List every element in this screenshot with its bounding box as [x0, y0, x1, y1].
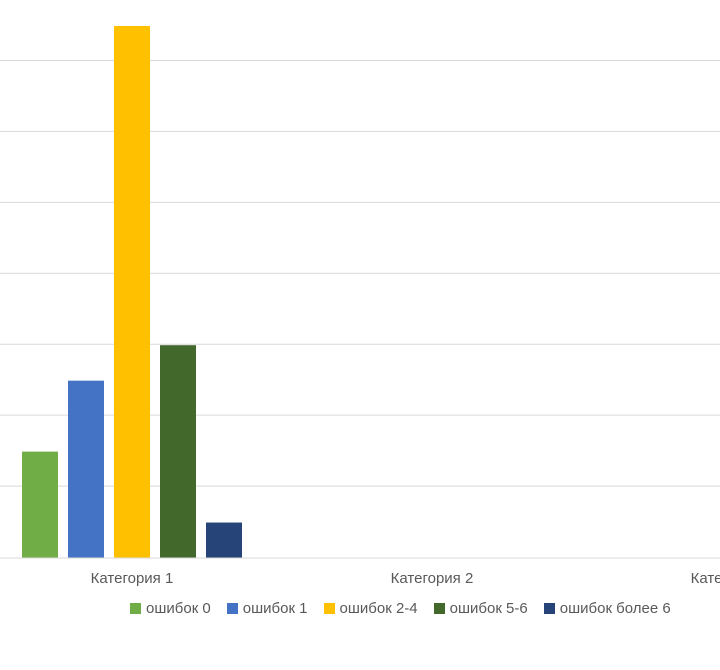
legend-label: ошибок 0 [146, 600, 211, 617]
bar-ошибок-5-6-1 [160, 345, 196, 558]
bars [22, 26, 242, 558]
legend-items: ошибок 0 ошибок 1 ошибок 2-4 ошибок 5-6 ошиб… [130, 600, 687, 617]
legend-swatch [130, 603, 141, 614]
legend-item: ошибок 1 [226, 600, 308, 617]
legend-item: ошибок 2-4 [323, 600, 418, 617]
legend-label: ошибок 2-4 [339, 600, 418, 617]
bar-ошибок-1-1 [68, 380, 104, 558]
legend-label: ошибок 1 [242, 600, 308, 617]
legend-label: ошибок более 6 [559, 600, 671, 617]
legend-item: ошибок 0 [130, 600, 211, 617]
legend-swatch [226, 603, 238, 614]
x-tick-labels: Категория 1 Категория 2 Категория 3 [91, 570, 720, 587]
x-tick-label: Категория 2 [391, 570, 474, 587]
legend-swatch [543, 603, 555, 614]
gridlines [0, 59, 720, 487]
legend-swatch [323, 603, 335, 614]
legend: ошибок 0 ошибок 1 ошибок 2-4 ошибок 5-6 ошиб… [0, 600, 720, 624]
x-tick-label: Категория 1 [91, 570, 174, 587]
x-tick-label: Категория 3 [691, 570, 720, 587]
bar-ошибок-0-1 [22, 451, 58, 558]
legend-swatch [433, 603, 445, 614]
bar-ошибок-2-4-1 [114, 26, 150, 558]
legend-label: ошибок 5-6 [449, 600, 528, 617]
legend-item: ошибок 5-6 [433, 600, 528, 617]
bar-ошибок-более-6-1 [206, 522, 242, 558]
legend-item: ошибок более 6 [543, 600, 671, 617]
